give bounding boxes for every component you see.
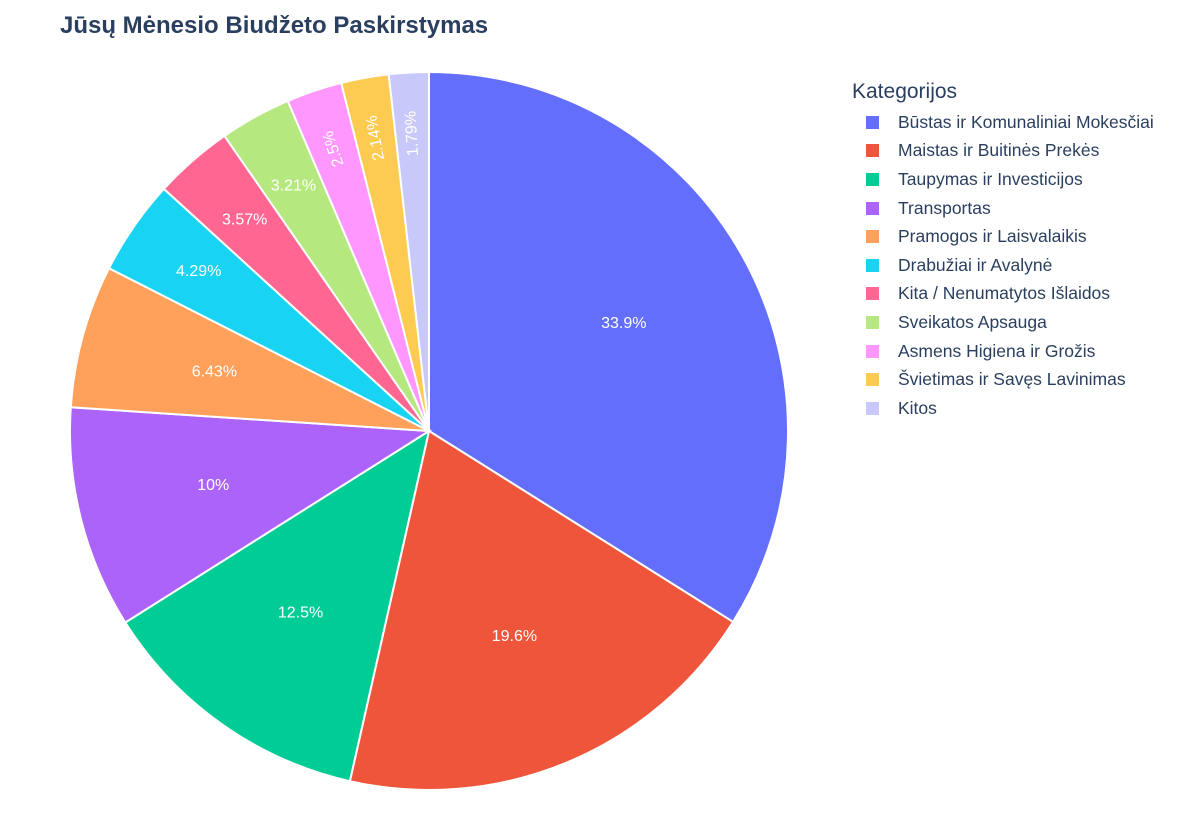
slice-label: 10%	[197, 477, 229, 494]
legend-swatch	[866, 401, 879, 415]
pie-slice	[123, 428, 431, 783]
chart-title: Jūsų Mėnesio Biudžeto Paskirstymas	[60, 12, 489, 39]
legend-label: Taupymas ir Investicijos	[898, 168, 1083, 189]
legend-label: Kitos	[898, 397, 937, 418]
legend-item[interactable]: Transportas	[866, 194, 1154, 223]
legend: Kategorijos Būstas ir Komunaliniai Mokes…	[852, 80, 1154, 423]
slice-label: 33.9%	[601, 315, 646, 332]
legend-item[interactable]: Maistas ir Buitinės Prekės	[866, 137, 1154, 166]
pie-slice	[348, 429, 735, 791]
legend-label: Būstas ir Komunaliniai Mokesčiai	[898, 111, 1154, 132]
legend-item[interactable]: Kita / Nenumatytos Išlaidos	[866, 280, 1154, 309]
pie-slice	[387, 70, 430, 432]
legend-swatch	[866, 144, 879, 158]
legend-swatch	[866, 344, 879, 358]
slice-label: 19.6%	[492, 628, 537, 645]
legend-label: Pramogos ir Laisvalaikis	[898, 226, 1087, 247]
legend-swatch	[866, 115, 879, 129]
legend-item[interactable]: Sveikatos Apsauga	[866, 308, 1154, 337]
legend-item[interactable]: Asmens Higiena ir Grožis	[866, 337, 1154, 366]
slice-label: 6.43%	[192, 363, 237, 380]
legend-item[interactable]: Būstas ir Komunaliniai Mokesčiai	[866, 108, 1154, 137]
legend-label: Švietimas ir Savęs Lavinimas	[898, 369, 1126, 390]
slice-label: 12.5%	[278, 604, 323, 621]
legend-label: Kita / Nenumatytos Išlaidos	[898, 283, 1111, 304]
legend-label: Drabužiai ir Avalynė	[898, 254, 1053, 275]
slice-label: 4.29%	[176, 263, 221, 280]
legend-swatch	[866, 287, 879, 301]
pie-slice	[428, 70, 789, 624]
legend-swatch	[866, 172, 879, 186]
legend-swatch	[866, 201, 879, 215]
pie-slice	[69, 266, 430, 432]
legend-swatch	[866, 315, 879, 329]
pie-slice	[69, 406, 433, 624]
legend-label: Maistas ir Buitinės Prekės	[898, 140, 1100, 161]
legend-swatch	[866, 373, 879, 387]
legend-label: Transportas	[898, 197, 991, 218]
legend-item[interactable]: Pramogos ir Laisvalaikis	[866, 222, 1154, 251]
legend-label: Sveikatos Apsauga	[898, 311, 1047, 332]
legend-swatch	[866, 258, 879, 272]
legend-item[interactable]: Drabužiai ir Avalynė	[866, 251, 1154, 280]
slice-label: 3.57%	[222, 212, 267, 229]
legend-item[interactable]: Kitos	[866, 394, 1154, 423]
legend-swatch	[866, 230, 879, 244]
slice-label: 1.79%	[402, 110, 422, 156]
slice-label: 3.21%	[271, 177, 316, 194]
legend-label: Asmens Higiena ir Grožis	[898, 340, 1096, 361]
legend-item[interactable]: Taupymas ir Investicijos	[866, 165, 1154, 194]
legend-title: Kategorijos	[852, 80, 958, 103]
legend-item[interactable]: Švietimas ir Savęs Lavinimas	[866, 365, 1154, 394]
